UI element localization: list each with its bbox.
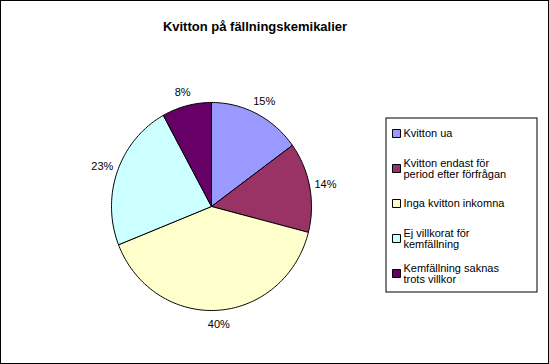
svg-text:Kvitton på fällningskemikalier: Kvitton på fällningskemikalier [163, 19, 347, 34]
svg-text:8%: 8% [175, 86, 191, 98]
svg-text:23%: 23% [91, 160, 113, 172]
svg-text:Kvitton endast förperiod efter: Kvitton endast förperiod efter förfrågan [404, 157, 507, 180]
svg-text:Kemfällning saknastrots villko: Kemfällning saknastrots villkor [404, 262, 500, 285]
svg-text:Kvitton ua: Kvitton ua [404, 127, 454, 139]
svg-text:15%: 15% [253, 95, 275, 107]
svg-text:14%: 14% [314, 178, 336, 190]
svg-text:Ej villkorat förkemfällning: Ej villkorat förkemfällning [404, 227, 470, 250]
svg-text:Inga kvitton inkomna: Inga kvitton inkomna [404, 197, 506, 209]
svg-text:40%: 40% [208, 318, 230, 330]
